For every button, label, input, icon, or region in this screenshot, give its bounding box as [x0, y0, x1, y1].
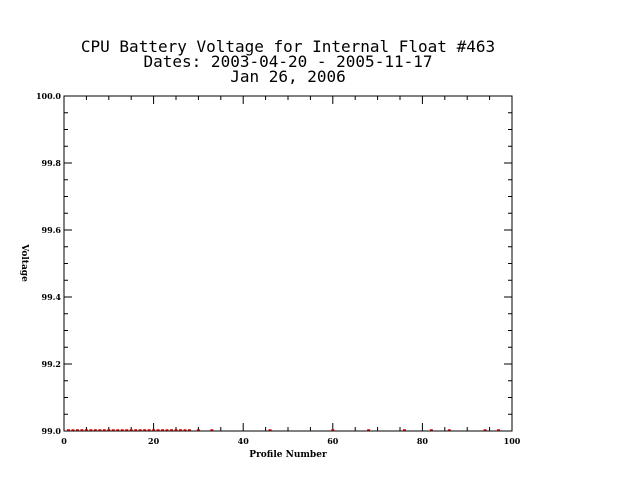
y-tick-label: 99.2 [42, 359, 61, 369]
x-tick-label: 80 [417, 436, 429, 446]
chart-title-line-1: CPU Battery Voltage for Internal Float #… [81, 37, 495, 56]
plot-frame [63, 95, 513, 432]
x-tick-label: 100 [504, 436, 521, 446]
y-tick-label: 100.0 [36, 91, 61, 101]
x-tick-label: 20 [148, 436, 160, 446]
x-axis-ticks: 0 20 40 60 80 100 [61, 96, 521, 446]
y-axis-label: Voltage [19, 243, 29, 282]
y-tick-label: 99.8 [42, 158, 62, 168]
x-tick-label: 60 [327, 436, 339, 446]
x-tick-label: 0 [61, 436, 67, 446]
y-axis-ticks: 99.0 99.2 99.4 99.6 99.8 100.0 [36, 91, 512, 436]
y-tick-label: 99.0 [42, 426, 62, 436]
x-axis-label: Profile Number [249, 450, 327, 460]
y-tick-label: 99.6 [42, 225, 62, 235]
x-tick-label: 40 [238, 436, 250, 446]
chart-title-line-3: Jan 26, 2006 [230, 67, 346, 86]
y-tick-label: 99.4 [42, 292, 62, 302]
chart-title-line-2: Dates: 2003-04-20 - 2005-11-17 [144, 52, 433, 71]
